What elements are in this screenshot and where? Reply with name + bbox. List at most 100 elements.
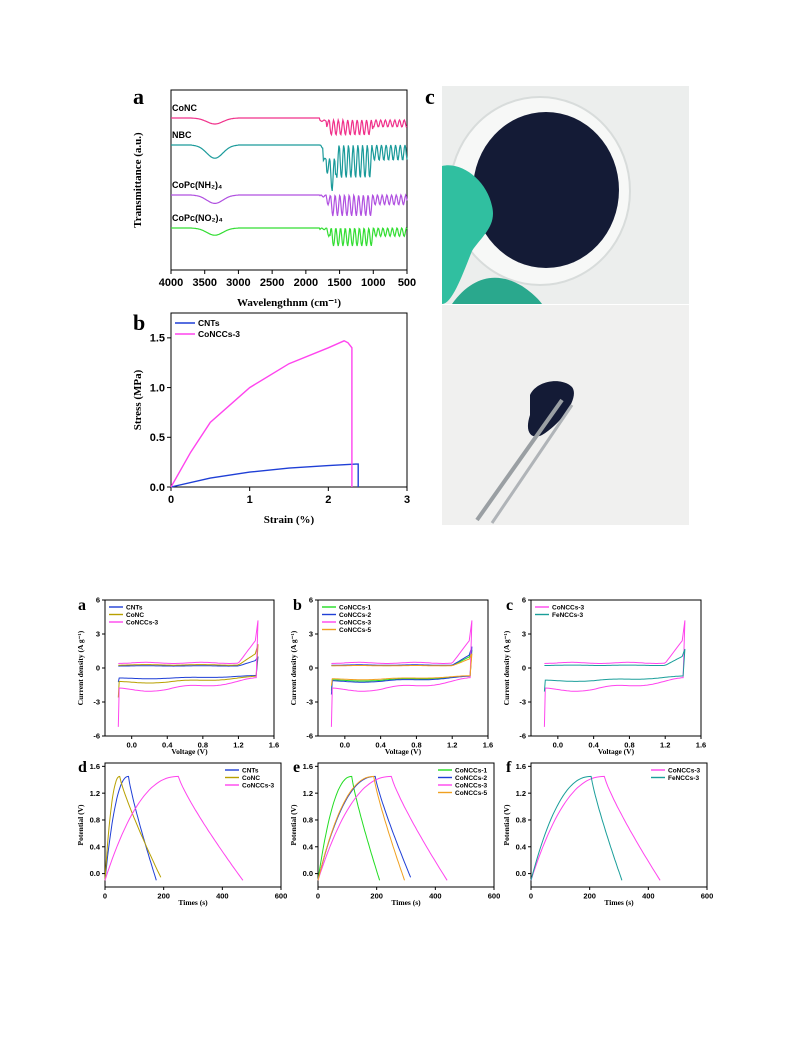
x-tick-label: 1 bbox=[247, 494, 253, 506]
y-tick-label: 0.0 bbox=[150, 482, 165, 494]
ftir-line bbox=[171, 193, 408, 217]
x-tick-label: 0.4 bbox=[162, 741, 173, 750]
x-axis-title: Wavelengthnm (cm⁻¹) bbox=[237, 297, 341, 309]
series-line bbox=[317, 775, 381, 881]
plot-frame bbox=[170, 89, 408, 271]
x-tick-label: 1.2 bbox=[660, 741, 670, 750]
y-tick-label: 0.8 bbox=[303, 816, 313, 825]
y-axis-title: Potential (V) bbox=[289, 804, 298, 846]
x-tick-label: 0.4 bbox=[588, 741, 599, 750]
y-tick-label: 0 bbox=[96, 664, 100, 673]
x-tick-label: 600 bbox=[488, 892, 501, 901]
legend-label: CoNCCs-2 bbox=[339, 612, 372, 619]
panel-label-bottom-e: e bbox=[293, 759, 300, 776]
series-line bbox=[170, 463, 359, 488]
x-axis-title: Times (s) bbox=[178, 898, 208, 907]
plot-frame bbox=[170, 312, 408, 488]
x-tick-label: 400 bbox=[216, 892, 229, 901]
legend-label: CoNCCs-3 bbox=[339, 619, 372, 626]
y-tick-label: -3 bbox=[519, 698, 526, 707]
ftir-line bbox=[171, 144, 408, 192]
series-label: CoPc(NO₂)₄ bbox=[172, 213, 223, 223]
chart-gcd-e: 0 200 400 600 0.0 0.4 0.8 1.2 1.6 Times (s) Potent… bbox=[289, 762, 500, 907]
legend-label: CoNCCs-1 bbox=[455, 767, 488, 774]
series-line bbox=[530, 775, 623, 881]
chart-stress-strain: 0 1 2 3 0.0 0.5 1.0 1.5 Strain (%) Stress (MPa) CN… bbox=[132, 312, 410, 526]
x-tick-label: 1000 bbox=[361, 277, 385, 289]
x-axis-title: Voltage (V) bbox=[171, 747, 208, 756]
y-tick-label: 3 bbox=[522, 630, 526, 639]
y-tick-label: 1.6 bbox=[303, 762, 313, 771]
y-tick-label: 6 bbox=[522, 596, 526, 605]
x-tick-label: 4000 bbox=[159, 277, 183, 289]
x-tick-label: 2000 bbox=[294, 277, 318, 289]
y-tick-label: -3 bbox=[306, 698, 313, 707]
panel-label-bottom-b: b bbox=[293, 597, 302, 614]
y-tick-label: 6 bbox=[96, 596, 100, 605]
series-label: CoPc(NH₂)₄ bbox=[172, 180, 222, 190]
chart-cv-a: 0.0 0.4 0.8 1.2 1.6 -6 -3 0 3 6 Voltage (V) Current… bbox=[76, 596, 279, 756]
x-tick-label: 500 bbox=[398, 277, 416, 289]
series-line bbox=[117, 620, 259, 727]
legend-label: CoNCCs-1 bbox=[339, 604, 372, 611]
series-line bbox=[317, 775, 405, 881]
x-tick-label: 200 bbox=[370, 892, 383, 901]
x-tick-label: 1.2 bbox=[233, 741, 243, 750]
photo-film-held-by-glove bbox=[442, 86, 689, 304]
legend-label: CoNCCs-3 bbox=[455, 782, 488, 789]
panel-label-top-c: c bbox=[425, 84, 435, 109]
series-label: CoNC bbox=[172, 103, 197, 113]
chart-cv-b: 0.0 0.4 0.8 1.2 1.6 -6 -3 0 3 6 Voltage (V) Current… bbox=[289, 596, 493, 756]
series-line bbox=[330, 653, 473, 686]
y-tick-label: 0.5 bbox=[150, 432, 165, 444]
legend-label: CoNCCs-2 bbox=[455, 775, 488, 782]
legend-label: CNTs bbox=[126, 604, 143, 611]
x-axis-title: Voltage (V) bbox=[385, 747, 422, 756]
series-line bbox=[104, 775, 162, 881]
x-tick-label: 0.8 bbox=[198, 741, 208, 750]
x-tick-label: 0.0 bbox=[340, 741, 350, 750]
plot-frame bbox=[530, 599, 702, 737]
series-line bbox=[543, 648, 686, 692]
y-tick-label: 1.6 bbox=[516, 762, 526, 771]
x-axis-title: Voltage (V) bbox=[598, 747, 635, 756]
series-line bbox=[117, 644, 259, 698]
y-axis-title: Current density (A g⁻¹) bbox=[76, 630, 85, 705]
legend-label: FeNCCs-3 bbox=[668, 775, 699, 782]
ftir-line bbox=[171, 117, 408, 137]
legend-label: CoNC bbox=[126, 612, 144, 619]
legend-label: CoNCCs-5 bbox=[339, 627, 372, 634]
x-tick-label: 0 bbox=[168, 494, 174, 506]
panel-label-bottom-a: a bbox=[78, 597, 86, 614]
y-tick-label: 1.2 bbox=[516, 789, 526, 798]
legend-label: CoNCCs-3 bbox=[242, 782, 275, 789]
x-tick-label: 200 bbox=[583, 892, 596, 901]
legend-label: CoNCCs-3 bbox=[126, 619, 159, 626]
y-tick-label: 1.0 bbox=[150, 382, 165, 394]
y-tick-label: 0.4 bbox=[516, 842, 527, 851]
y-axis-title: Stress (MPa) bbox=[132, 369, 144, 430]
series-line bbox=[317, 775, 448, 881]
x-tick-label: 3000 bbox=[226, 277, 250, 289]
y-tick-label: -3 bbox=[93, 698, 100, 707]
panel-label-bottom-f: f bbox=[506, 759, 512, 776]
panel-label-bottom-c: c bbox=[506, 597, 513, 614]
y-tick-label: 1.6 bbox=[90, 762, 100, 771]
x-axis-title: Strain (%) bbox=[264, 514, 315, 526]
y-tick-label: -6 bbox=[519, 732, 526, 741]
y-tick-label: 0.4 bbox=[303, 842, 314, 851]
x-tick-label: 0 bbox=[529, 892, 533, 901]
legend-label: CNTs bbox=[198, 318, 220, 328]
y-tick-label: -6 bbox=[306, 732, 313, 741]
legend-label: CoNCCs-3 bbox=[668, 767, 701, 774]
series-line bbox=[330, 646, 473, 695]
y-axis-title: Current density (A g⁻¹) bbox=[289, 630, 298, 705]
y-axis-title: Transmittance (a.u.) bbox=[132, 132, 144, 228]
y-tick-label: 1.5 bbox=[150, 333, 165, 345]
x-tick-label: 1.6 bbox=[696, 741, 706, 750]
legend-label: CoNCCs-5 bbox=[455, 790, 488, 797]
y-axis-title: Current density (A g⁻¹) bbox=[502, 630, 511, 705]
y-tick-label: 6 bbox=[309, 596, 313, 605]
legend-label: CNTs bbox=[242, 767, 259, 774]
y-tick-label: 0.8 bbox=[90, 816, 100, 825]
